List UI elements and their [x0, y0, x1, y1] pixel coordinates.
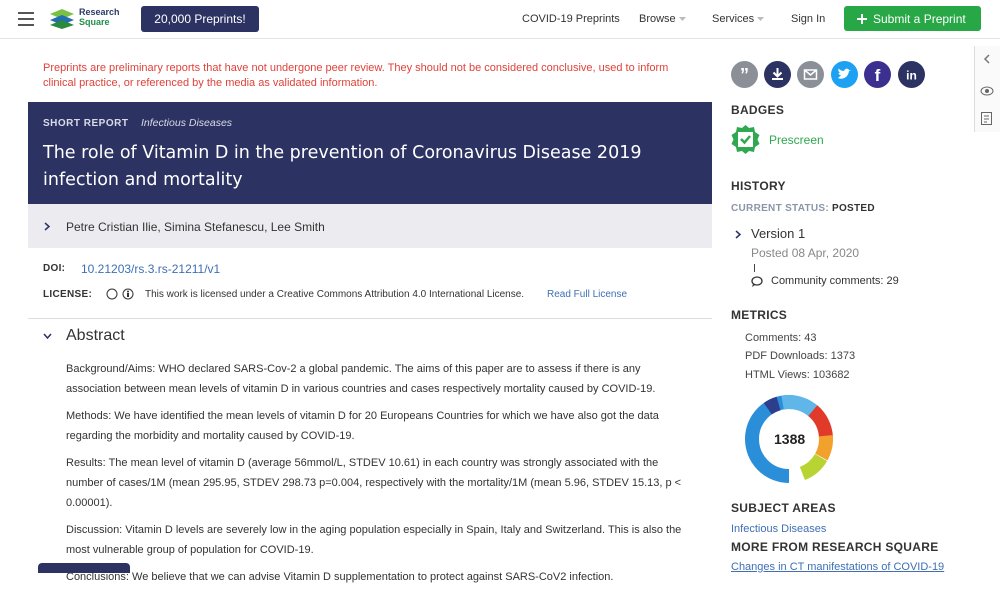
header: Research Square 20,000 Preprints! COVID-1…	[0, 0, 1000, 39]
chevron[interactable]	[735, 230, 741, 239]
submit-label: Submit a Preprint	[873, 12, 966, 26]
facebook-button[interactable]: f	[864, 61, 891, 88]
abstract-heading: Abstract	[66, 327, 125, 344]
plus-icon	[857, 14, 867, 24]
authors: Petre Cristian Ilie, Simina Stefanescu, …	[66, 220, 325, 234]
related-link[interactable]: Changes in CT manifestations of COVID-19	[731, 561, 945, 573]
promo-button[interactable]: 20,000 Preprints!	[141, 6, 259, 32]
svg-text:f: f	[875, 66, 881, 85]
abstract-body: Background/Aims: WHO declared SARS-Cov-2…	[66, 359, 691, 594]
abstract-paragraph: Background/Aims: WHO declared SARS-Cov-2…	[66, 363, 656, 395]
section-heading: HISTORY	[731, 179, 786, 193]
article-subject[interactable]: Infectious Diseases	[141, 117, 233, 129]
status-label: CURRENT STATUS:	[731, 203, 830, 214]
divider	[28, 318, 712, 319]
nav-link[interactable]: Services	[712, 13, 755, 25]
authors-bar[interactable]: Petre Cristian Ilie, Simina Stefanescu, …	[28, 204, 712, 248]
logo-word: Square	[79, 17, 110, 27]
section-heading: SUBJECT AREAS	[731, 501, 836, 515]
doi-link[interactable]: 10.21203/rs.3.rs-21211/v1	[81, 262, 221, 276]
twitter-button[interactable]	[831, 61, 858, 88]
email-button[interactable]	[797, 61, 824, 88]
badge-icon	[731, 125, 760, 154]
altmetric-donut[interactable]	[744, 394, 836, 484]
altmetric-score: 1388	[774, 431, 806, 447]
logo-mark[interactable]	[48, 8, 76, 30]
abstract-paragraph: Discussion: Vitamin D levels are severel…	[66, 524, 682, 556]
license-text: This work is licensed under a Creative C…	[145, 289, 525, 300]
license-label: LICENSE:	[43, 289, 93, 300]
logo-word: Research	[79, 7, 120, 17]
caret	[679, 17, 686, 21]
section-heading: BADGES	[731, 103, 785, 117]
abstract-paragraph: Conclusions: We believe that we can advi…	[66, 571, 614, 583]
collapse-icon[interactable]	[983, 54, 991, 64]
floating-tab[interactable]	[38, 563, 130, 573]
article-title: The role of Vitamin D in the prevention …	[43, 143, 642, 190]
download-button[interactable]	[764, 61, 791, 88]
cc-icons	[106, 288, 134, 300]
metric: PDF Downloads: 1373	[745, 350, 856, 362]
linkedin-button[interactable]: in	[898, 61, 925, 88]
view-icon[interactable]	[980, 86, 994, 96]
svg-text:”: ”	[740, 65, 749, 85]
metric: HTML Views: 103682	[745, 369, 850, 381]
comment-icon	[751, 276, 763, 287]
preprint-notice: Preprints are preliminary reports that h…	[43, 62, 669, 89]
license-link[interactable]: Read Full License	[547, 289, 628, 300]
doc-icon[interactable]	[981, 112, 992, 125]
version-label[interactable]: Version 1	[751, 226, 806, 241]
chevron	[44, 222, 50, 231]
timeline-line	[754, 264, 755, 272]
nav-link[interactable]: COVID-19 Preprints	[522, 13, 620, 25]
abstract-paragraph: Results: The mean level of vitamin D (av…	[66, 457, 682, 509]
metric: Comments: 43	[745, 332, 817, 344]
community-comments[interactable]: Community comments: 29	[771, 275, 899, 287]
status-value: POSTED	[832, 203, 875, 214]
menu-icon[interactable]	[18, 12, 34, 26]
article-banner: SHORT REPORT Infectious Diseases The rol…	[28, 102, 712, 204]
logo-text[interactable]: Research Square	[79, 7, 120, 27]
article-type: SHORT REPORT	[43, 118, 129, 129]
doi-label: DOI:	[43, 263, 66, 274]
submit-button[interactable]: Submit a Preprint	[844, 6, 981, 31]
caret	[757, 17, 764, 21]
badge-label: Prescreen	[769, 133, 824, 147]
svg-text:in: in	[906, 69, 917, 83]
nav-link[interactable]: Sign In	[791, 13, 826, 25]
chevron[interactable]	[43, 333, 52, 339]
cite-button[interactable]: ”	[731, 61, 758, 88]
section-heading: MORE FROM RESEARCH SQUARE	[731, 540, 939, 554]
posted-date: Posted 08 Apr, 2020	[751, 246, 860, 260]
side-tools	[974, 46, 1000, 132]
abstract-paragraph: Methods: We have identified the mean lev…	[66, 410, 659, 442]
nav-link[interactable]: Browse	[639, 13, 676, 25]
section-heading: METRICS	[731, 308, 788, 322]
subject-link[interactable]: Infectious Diseases	[731, 523, 827, 535]
